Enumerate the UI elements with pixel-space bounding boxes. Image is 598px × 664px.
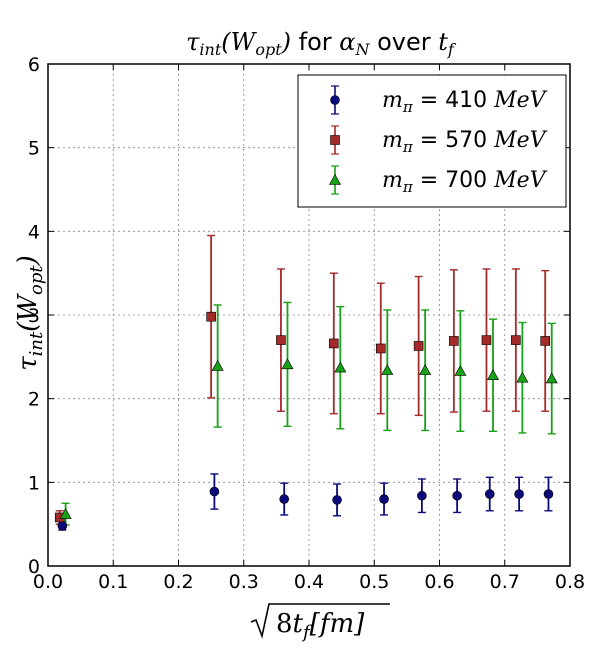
data-point	[211, 359, 224, 371]
data-point	[276, 335, 286, 345]
y-tick-label: 2	[28, 389, 40, 411]
legend-label-410: mπ = 410 MeV	[382, 88, 548, 116]
x-tick-label: 0.0	[33, 571, 63, 593]
data-point	[206, 311, 216, 322]
x-tick-label: 0.4	[294, 571, 324, 593]
data-point	[514, 489, 524, 499]
data-point	[332, 495, 342, 505]
error-bars	[55, 234, 556, 531]
data-point	[486, 369, 500, 380]
data-point	[59, 508, 72, 519]
x-axis-label: 8tf[fm]	[250, 603, 390, 643]
x-tick-label: 0.1	[98, 571, 128, 593]
data-point	[334, 361, 347, 373]
svg-text:8tf[fm]: 8tf[fm]	[276, 609, 365, 643]
data-point	[379, 494, 389, 504]
data-point	[328, 338, 339, 349]
data-point	[540, 336, 551, 346]
data-point	[209, 486, 220, 497]
axis-ticks: 0.0 0.1 0.2 0.3 0.4 0.5 0.6 0.7 0.8 0 1 2 3 4 5 6	[28, 54, 585, 593]
data-point	[281, 358, 294, 370]
y-tick-label: 0	[28, 556, 40, 578]
x-tick-label: 0.3	[229, 571, 259, 593]
data-point	[545, 372, 558, 384]
data-point	[417, 490, 427, 501]
data-point	[511, 335, 521, 345]
x-tick-label: 0.2	[163, 571, 193, 593]
y-tick-label: 3	[28, 305, 40, 327]
x-tick-label: 0.6	[424, 571, 454, 593]
data-point	[516, 371, 529, 383]
data-point	[454, 364, 467, 376]
y-tick-label: 5	[28, 138, 40, 160]
data-point	[449, 336, 459, 346]
data-point	[279, 494, 290, 504]
y-tick-label: 1	[28, 472, 40, 494]
y-axis-label: τint(Wopt)	[13, 255, 47, 371]
data-points	[54, 311, 558, 531]
legend-marker	[330, 95, 340, 105]
data-point	[375, 343, 386, 354]
x-tick-label: 0.7	[490, 571, 520, 593]
data-point	[543, 489, 554, 499]
legend-marker	[328, 173, 342, 185]
x-tick-label: 0.5	[359, 571, 389, 593]
legend-marker	[330, 135, 340, 145]
legend: mπ = 410 MeV mπ = 570 MeV mπ = 700 MeV	[297, 74, 567, 208]
chart-title: τint(Wopt) for αN over tf	[186, 28, 457, 59]
legend-box	[297, 74, 567, 208]
data-point	[381, 364, 394, 375]
x-tick-label: 0.8	[555, 571, 585, 593]
y-tick-label: 4	[28, 221, 40, 243]
data-point	[57, 521, 68, 531]
y-tick-label: 6	[28, 54, 40, 76]
data-point	[413, 341, 424, 351]
legend-markers	[328, 85, 342, 195]
data-point	[484, 489, 495, 499]
data-point	[452, 490, 462, 501]
data-point	[481, 335, 492, 345]
data-point	[419, 364, 432, 375]
